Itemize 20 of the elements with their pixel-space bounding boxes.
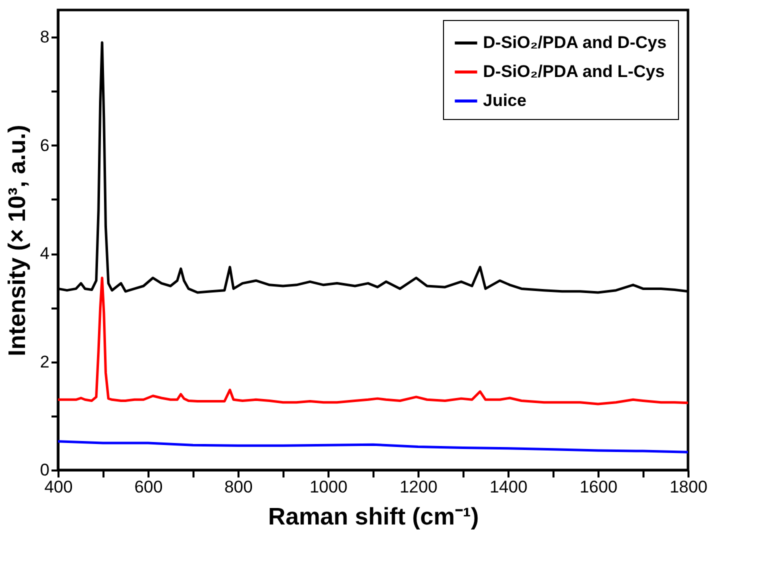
x-tick-label: 1000 [310,478,348,496]
legend-label: D-SiO₂/PDA and D-Cys [483,33,667,52]
x-axis-title: Raman shift (cm⁻¹) [268,504,479,530]
x-tick-label: 1800 [670,478,708,496]
x-tick-label: 400 [44,478,73,496]
y-tick-label: 4 [40,244,50,264]
y-tick-label: 2 [40,352,50,372]
x-tick-label: 1200 [400,478,438,496]
line-series [56,440,690,454]
y-tick-label: 6 [40,136,50,155]
y-axis-title: Intensity (× 10³, a.u.) [4,124,32,356]
x-tick-label: 600 [134,478,163,496]
line-series [56,276,690,406]
legend-label: Juice [483,91,526,110]
x-tick-label: 1600 [580,478,618,496]
x-tick-label: 1400 [490,478,528,496]
legend-label: D-SiO₂/PDA and L-Cys [483,62,665,81]
y-tick-label: 8 [40,28,50,47]
y-tick-label: 0 [40,460,50,480]
x-tick-label: 800 [224,478,253,496]
